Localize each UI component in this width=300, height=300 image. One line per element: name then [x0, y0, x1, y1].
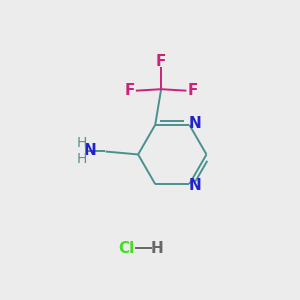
Text: H: H [76, 136, 87, 150]
Text: H: H [76, 152, 87, 166]
Text: Cl: Cl [118, 241, 134, 256]
Text: F: F [156, 54, 166, 69]
Text: H: H [151, 241, 164, 256]
Text: F: F [124, 83, 134, 98]
Text: N: N [188, 116, 201, 131]
Text: N: N [83, 143, 96, 158]
Text: F: F [188, 83, 198, 98]
Text: N: N [188, 178, 201, 193]
